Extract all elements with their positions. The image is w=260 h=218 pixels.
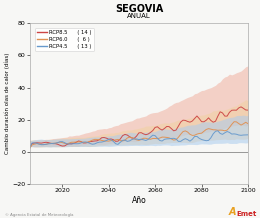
Text: Emet: Emet	[237, 211, 257, 217]
Text: A: A	[229, 207, 236, 217]
Y-axis label: Cambio duración olas de calor (días): Cambio duración olas de calor (días)	[4, 53, 10, 154]
Text: ANUAL: ANUAL	[127, 13, 151, 19]
Text: © Agencia Estatal de Meteorología: © Agencia Estatal de Meteorología	[5, 213, 74, 217]
Title: SEGOVIA: SEGOVIA	[115, 4, 163, 14]
Legend: RCP8.5      ( 14 ), RCP6.0      (  6 ), RCP4.5      ( 13 ): RCP8.5 ( 14 ), RCP6.0 ( 6 ), RCP4.5 ( 13…	[35, 27, 94, 51]
X-axis label: Año: Año	[132, 196, 146, 205]
